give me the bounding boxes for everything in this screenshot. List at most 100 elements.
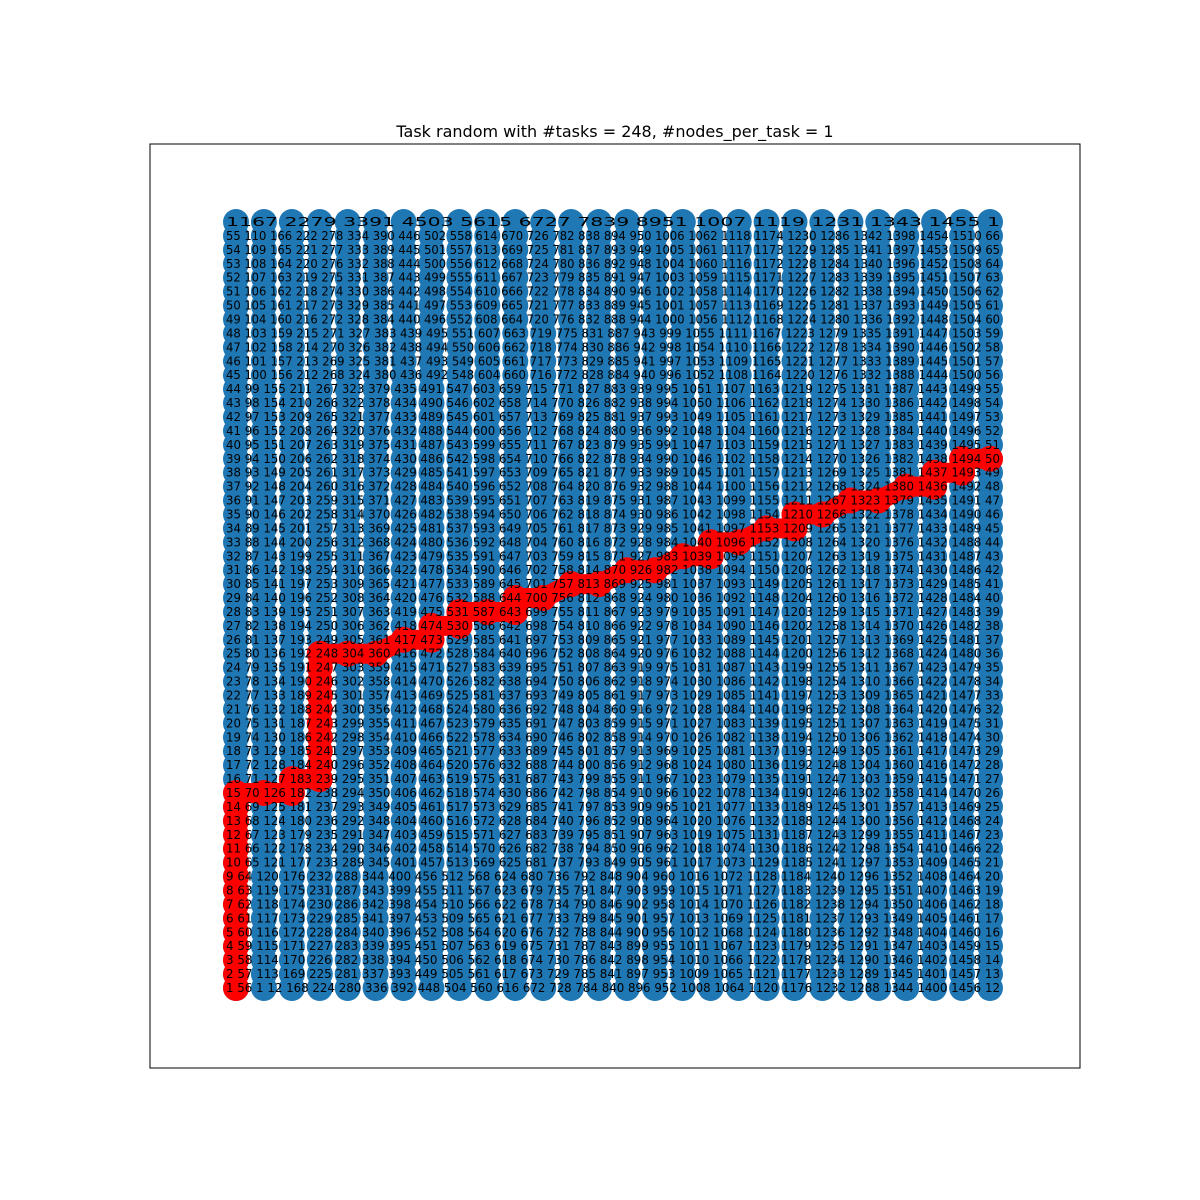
node-label-row: 37 92 148 204 260 316 372 428 484 540 59…	[226, 480, 1000, 494]
node-label-row: 4 59 115 171 227 283 339 395 451 507 563…	[226, 939, 1000, 953]
grid-node	[753, 209, 780, 235]
grid-node	[614, 209, 640, 235]
node-label-row: 3 58 114 170 226 282 338 394 450 506 562…	[226, 953, 1000, 967]
node-label-row: 10 65 121 177 233 289 345 401 457 513 56…	[226, 856, 1000, 870]
node-label-row: 29 84 140 196 252 308 364 420 476 532 58…	[226, 591, 1000, 605]
node-label-row: 50 105 161 217 273 329 385 441 497 553 6…	[226, 299, 1000, 313]
path-node	[474, 599, 501, 625]
grid-node	[362, 209, 389, 235]
grid-node	[586, 209, 612, 235]
node-label-row: 24 79 135 191 247 303 359 415 471 527 58…	[226, 661, 1000, 675]
grid-node	[278, 209, 305, 235]
grid-node	[949, 209, 976, 235]
node-label-row: 45 100 156 212 268 324 380 436 492 548 6…	[226, 368, 1000, 382]
grid-node	[977, 209, 1003, 235]
node-label-row: 31 86 142 198 254 310 366 422 478 534 59…	[226, 563, 1000, 577]
node-label-row: 13 68 124 180 236 292 348 404 460 516 57…	[226, 814, 1000, 828]
node-label-row: 22 77 133 189 245 301 357 413 469 525 58…	[226, 689, 1000, 703]
path-node	[390, 626, 417, 653]
path-node	[502, 585, 529, 611]
node-label-row: 1167 2279 3391 4503 5615 6727 7839 8951 …	[226, 215, 1000, 229]
path-node	[697, 529, 724, 556]
path-node	[641, 557, 668, 584]
path-node	[921, 459, 948, 486]
path-node	[418, 612, 445, 639]
path-node	[250, 780, 277, 806]
node-label-row: 23 78 134 190 246 302 358 414 470 526 58…	[226, 675, 1000, 689]
node-label-row: 18 73 129 185 241 297 353 409 465 521 57…	[226, 744, 1000, 758]
path-node	[278, 766, 305, 793]
node-label-row: 7 62 118 174 230 286 342 398 454 510 566…	[226, 897, 1000, 911]
node-label-row: 43 98 154 210 266 322 378 434 490 546 60…	[226, 396, 1000, 410]
path-node	[614, 557, 640, 584]
grid-node	[250, 209, 277, 235]
path-node	[725, 529, 752, 556]
node-label-row: 12 67 123 179 235 291 347 403 459 515 57…	[226, 828, 1000, 842]
node-label-row: 11 66 122 178 234 290 346 402 458 514 57…	[226, 842, 1000, 856]
chart-title: Task random with #tasks = 248, #nodes_pe…	[395, 122, 833, 142]
node-label-row: 46 101 157 213 269 325 381 437 493 549 6…	[226, 354, 1000, 368]
node-label-row: 38 93 149 205 261 317 373 429 485 541 59…	[226, 466, 1000, 480]
grid-nodes	[223, 209, 1003, 1001]
grid-node	[474, 209, 501, 235]
node-label-row: 33 88 144 200 256 312 368 424 480 536 59…	[226, 535, 1000, 549]
path-node	[977, 445, 1003, 472]
node-label-row: 17 72 128 184 240 296 352 408 464 520 57…	[226, 758, 1000, 772]
node-label-row: 1 56 1 12 168 224 280 336 392 448 504 56…	[226, 981, 1000, 995]
node-label-row: 35 90 146 202 258 314 370 426 482 538 59…	[226, 508, 1000, 522]
node-label-row: 25 80 136 192 248 304 360 416 472 528 58…	[226, 647, 1000, 661]
grid-node	[865, 209, 892, 235]
grid-node	[781, 209, 808, 235]
node-label-row: 39 94 150 206 262 318 374 430 486 542 59…	[226, 452, 1000, 466]
grid-node	[558, 209, 585, 235]
node-label-row: 30 85 141 197 253 309 365 421 477 533 58…	[226, 577, 1000, 591]
grid-node	[809, 209, 836, 235]
node-label-row: 42 97 153 209 265 321 377 433 489 545 60…	[226, 410, 1000, 424]
node-label-row: 26 81 137 193 249 305 361 417 473 529 58…	[226, 633, 1000, 647]
grid-node	[502, 209, 529, 235]
grid-node	[418, 209, 445, 235]
node-labels: 1 56 1 12 168 224 280 336 392 448 504 56…	[226, 215, 1000, 995]
grid-node	[334, 209, 361, 235]
path-node	[223, 780, 249, 806]
path-nodes	[223, 445, 1003, 1001]
node-label-row: 44 99 155 211 267 323 379 435 491 547 60…	[226, 382, 1000, 396]
node-label-row: 5 60 116 172 228 284 340 396 452 508 564…	[226, 925, 1000, 939]
node-label-row: 36 91 147 203 259 315 371 427 483 539 59…	[226, 494, 1000, 508]
path-node	[865, 487, 892, 514]
node-label-row: 49 104 160 216 272 328 384 440 496 552 6…	[226, 313, 1000, 327]
node-label-row: 51 106 162 218 274 330 386 442 498 554 6…	[226, 285, 1000, 299]
node-label-row: 52 107 163 219 275 331 387 443 499 555 6…	[226, 271, 1000, 285]
grid-node	[223, 209, 249, 235]
node-label-row: 27 82 138 194 250 306 362 418 474 530 58…	[226, 619, 1000, 633]
node-label-row: 28 83 139 195 251 307 363 419 475 531 58…	[226, 605, 1000, 619]
path-node	[530, 585, 557, 611]
grid-node	[697, 209, 724, 235]
path-node	[753, 515, 780, 542]
grid-node	[390, 209, 417, 235]
grid-node	[837, 209, 864, 235]
grid-node	[893, 209, 920, 235]
node-label-row: 53 108 164 220 276 332 388 444 500 556 6…	[226, 257, 1000, 271]
grid-node	[446, 209, 473, 235]
node-label-row: 41 96 152 208 264 320 376 432 488 544 60…	[226, 424, 1000, 438]
path-node	[893, 473, 920, 500]
node-label-row: 9 64 120 176 232 288 344 400 456 512 568…	[226, 870, 1000, 884]
node-label-row: 20 75 131 187 243 299 355 411 467 523 57…	[226, 716, 1000, 730]
grid-node	[725, 209, 752, 235]
node-label-row: 48 103 159 215 271 327 383 439 495 551 6…	[226, 326, 1000, 340]
node-label-row: 16 71 127 183 239 295 351 407 463 519 57…	[226, 772, 1000, 786]
path-node	[558, 571, 585, 598]
node-label-row: 54 109 165 221 277 333 389 445 501 557 6…	[226, 243, 1000, 257]
node-label-row: 15 70 126 182 238 294 350 406 462 518 57…	[226, 786, 1000, 800]
node-label-row: 8 63 119 175 231 287 343 399 455 511 567…	[226, 884, 1000, 898]
path-node	[669, 543, 696, 570]
node-label-row: 19 74 130 186 242 298 354 410 466 522 57…	[226, 730, 1000, 744]
path-node	[334, 640, 361, 667]
node-label-row: 2 57 113 169 225 281 337 393 449 505 561…	[226, 967, 1000, 981]
path-node	[781, 501, 808, 528]
node-label-row: 55 110 166 222 278 334 390 446 502 558 6…	[226, 229, 1000, 243]
path-node	[837, 487, 864, 514]
node-label-row: 21 76 132 188 244 300 356 412 468 524 58…	[226, 703, 1000, 717]
